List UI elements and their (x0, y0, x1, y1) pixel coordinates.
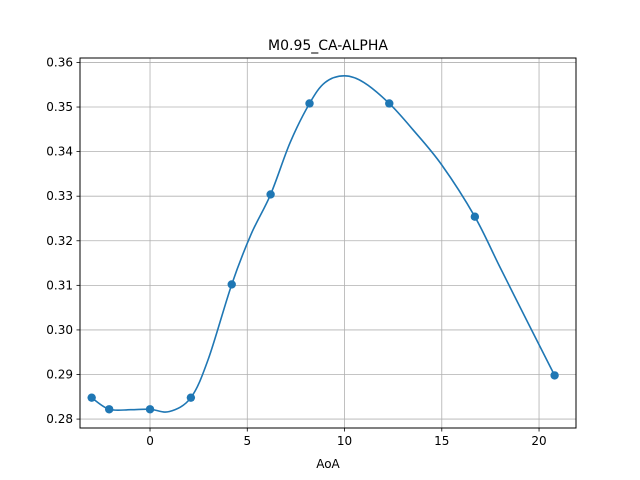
x-tick-label: 0 (146, 434, 154, 448)
series-curve (90, 75, 556, 413)
x-tick-label: 20 (531, 434, 546, 448)
data-point (145, 405, 155, 414)
data-point (470, 212, 480, 221)
x-tick-label: 15 (434, 434, 449, 448)
data-point (186, 393, 196, 402)
y-tick-label: 0.31 (46, 278, 73, 292)
x-tick-label: 5 (243, 434, 251, 448)
y-tick-label: 0.28 (46, 412, 73, 426)
data-point (550, 371, 559, 380)
fitted-curve (90, 75, 556, 413)
data-points (87, 99, 559, 414)
x-axis: 0 5 10 15 20 (146, 428, 547, 448)
data-point (305, 99, 314, 108)
y-tick-label: 0.30 (46, 323, 73, 337)
data-point (385, 99, 394, 108)
y-tick-label: 0.34 (46, 145, 73, 159)
data-point (227, 280, 236, 289)
x-tick-label: 10 (337, 434, 352, 448)
y-tick-label: 0.29 (46, 368, 73, 382)
data-point (266, 190, 275, 199)
data-point (87, 393, 96, 402)
y-tick-label: 0.32 (46, 234, 73, 248)
data-point (104, 405, 114, 414)
y-tick-label: 0.36 (46, 55, 73, 69)
chart-title: M0.95_CA-ALPHA (268, 38, 388, 54)
x-axis-label: AoA (316, 457, 340, 471)
plot-frame (79, 57, 577, 429)
y-tick-label: 0.33 (46, 189, 73, 203)
y-axis: 0.28 0.29 0.30 0.31 0.32 0.33 0.34 0.35 0.36 (46, 55, 80, 426)
y-tick-label: 0.35 (46, 100, 73, 114)
grid (80, 58, 576, 428)
